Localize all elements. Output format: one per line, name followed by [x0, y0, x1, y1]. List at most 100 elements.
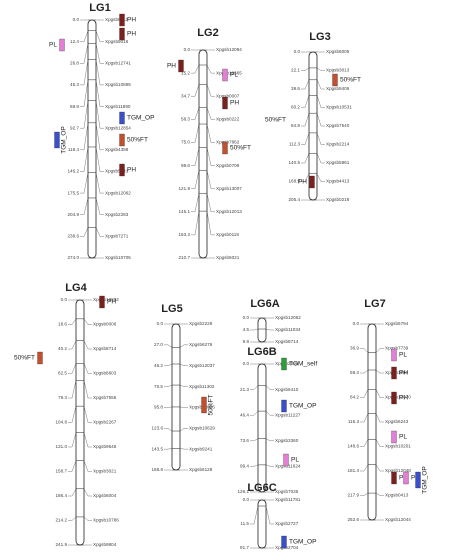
marker-connector — [68, 340, 77, 350]
marker-connector — [265, 505, 274, 525]
group-title: LG6C — [247, 482, 276, 494]
marker-connector — [265, 438, 274, 441]
marker-connector — [191, 147, 200, 166]
marker-name: Xpgsb7271 — [105, 234, 129, 239]
marker-position: 0.0 — [243, 315, 250, 320]
marker-name: Xpgsb9406 — [326, 86, 350, 91]
marker-position: 70.5 — [154, 384, 163, 389]
marker-name: Xpgsb12854 — [105, 125, 131, 130]
qtl-bar — [391, 471, 397, 485]
chromosome — [257, 317, 267, 343]
marker-connector — [265, 410, 274, 416]
qtl-label: PH — [127, 167, 136, 174]
marker-connector — [83, 406, 92, 423]
qtl-label: PH — [399, 395, 408, 402]
marker-position: 131.0 — [56, 444, 68, 449]
marker-position: 26.8 — [70, 60, 79, 65]
marker-position: 163.2 — [179, 232, 191, 237]
qtl-bar — [332, 73, 338, 87]
marker-position: 175.5 — [68, 190, 80, 195]
marker-connector — [80, 100, 89, 129]
marker-connector — [83, 516, 92, 521]
marker-position: 104.8 — [56, 420, 68, 425]
marker-connector — [250, 328, 259, 331]
marker-position: 0.0 — [184, 47, 191, 52]
marker-connector — [375, 464, 384, 472]
marker-position: 45.3 — [70, 82, 79, 87]
marker-name: Xpgsb10531 — [326, 105, 352, 110]
marker-connector — [191, 107, 200, 120]
marker-position: 58.3 — [181, 117, 190, 122]
marker-name: Xpgsb6410 — [275, 387, 299, 392]
qtl-bar — [391, 348, 397, 362]
qtl-bar — [201, 396, 207, 414]
marker-connector — [83, 363, 92, 374]
marker-position: 0.0 — [353, 321, 360, 326]
marker-position: 9.8 — [243, 339, 250, 344]
marker-connector — [191, 193, 200, 212]
qtl-label: PH — [167, 63, 176, 70]
marker-name: Xpgsb5441 — [105, 169, 129, 174]
marker-position: 0.0 — [157, 321, 164, 326]
qtl-label: PH — [107, 299, 116, 306]
marker-name: Xpgsb12037 — [189, 363, 215, 368]
marker-position: 34.7 — [181, 93, 190, 98]
marker-name: Xpgsb6276 — [189, 342, 213, 347]
marker-position: 0.0 — [61, 297, 68, 302]
marker-connector — [316, 95, 325, 108]
marker-name: Xpgsb6021 — [216, 255, 240, 260]
marker-connector — [95, 30, 104, 42]
marker-position: 0.0 — [243, 497, 250, 502]
marker-name: Xpgsb2083 — [275, 361, 299, 366]
marker-connector — [179, 384, 188, 387]
marker-position: 84.9 — [291, 123, 300, 128]
marker-connector — [68, 318, 77, 325]
marker-position: 143.5 — [152, 446, 164, 451]
marker-name: Xpgsb6004 — [93, 493, 117, 498]
qtl-bar — [99, 295, 105, 309]
marker-position: 11.5 — [240, 521, 249, 526]
marker-connector — [68, 380, 77, 399]
marker-position: 40.2 — [58, 346, 67, 351]
marker-name: Xpgsb5861 — [326, 160, 350, 165]
marker-name: Xpgsb9016 — [105, 39, 129, 44]
marker-name: Xpgsb12013 — [216, 209, 242, 214]
marker-name: Xpgsb10705 — [105, 255, 131, 260]
marker-connector — [95, 172, 104, 194]
qtl-bar — [119, 133, 125, 147]
marker-position: 217.9 — [348, 493, 360, 498]
marker-connector — [250, 385, 259, 390]
marker-name: Xpgsb12062 — [275, 315, 301, 320]
marker-name: Xpgsb7540 — [326, 123, 350, 128]
qtl-label: 50%FT — [340, 77, 361, 84]
qtl-label: 50%FT — [230, 145, 251, 152]
qtl-label: PL — [49, 42, 57, 49]
marker-connector — [83, 488, 92, 497]
marker-connector — [206, 107, 215, 120]
marker-position: 60.2 — [291, 105, 300, 110]
qtl-label: TGM_OP — [127, 115, 154, 122]
marker-connector — [206, 123, 215, 143]
marker-name: Xpgsb11034 — [275, 327, 301, 332]
marker-position: 204.9 — [68, 212, 80, 217]
qtl-bar — [309, 175, 315, 189]
marker-connector — [206, 64, 215, 74]
qtl-label: PL — [230, 72, 238, 79]
marker-position: 84.2 — [350, 395, 359, 400]
marker-connector — [360, 464, 369, 472]
marker-connector — [95, 43, 104, 64]
qtl-label: PH — [127, 17, 136, 24]
marker-name: Xpgsb10895 — [105, 82, 131, 87]
marker-position: 46.2 — [154, 363, 163, 368]
marker-connector — [316, 67, 325, 71]
marker-connector — [206, 84, 215, 97]
marker-connector — [164, 344, 173, 348]
marker-position: 92.7 — [70, 125, 79, 130]
marker-name: Xpgsb4398 — [105, 147, 129, 152]
qtl-bar — [54, 131, 60, 149]
marker-position: 4.5 — [243, 327, 250, 332]
group-title: LG6B — [247, 346, 276, 358]
marker-name: Xpgsb0413 — [385, 493, 409, 498]
marker-connector — [250, 505, 259, 525]
